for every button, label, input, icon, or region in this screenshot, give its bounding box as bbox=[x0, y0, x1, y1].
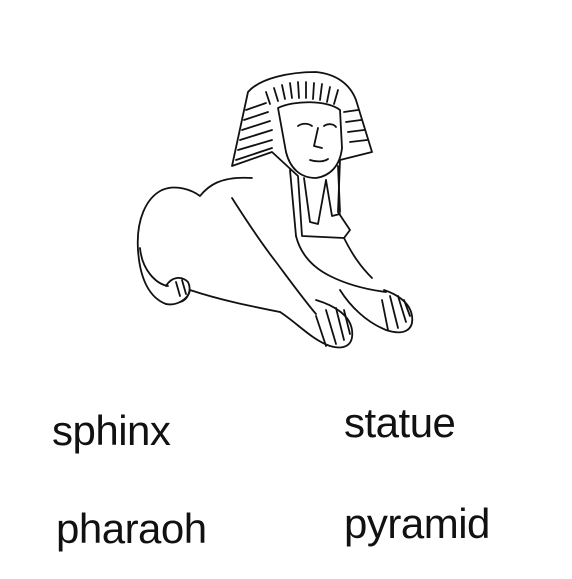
option-statue[interactable]: statue bbox=[344, 399, 456, 446]
option-pharaoh[interactable]: pharaoh bbox=[56, 505, 207, 552]
option-sphinx[interactable]: sphinx bbox=[52, 407, 171, 454]
option-pyramid[interactable]: pyramid bbox=[344, 500, 490, 547]
sphinx-illustration bbox=[136, 71, 414, 349]
